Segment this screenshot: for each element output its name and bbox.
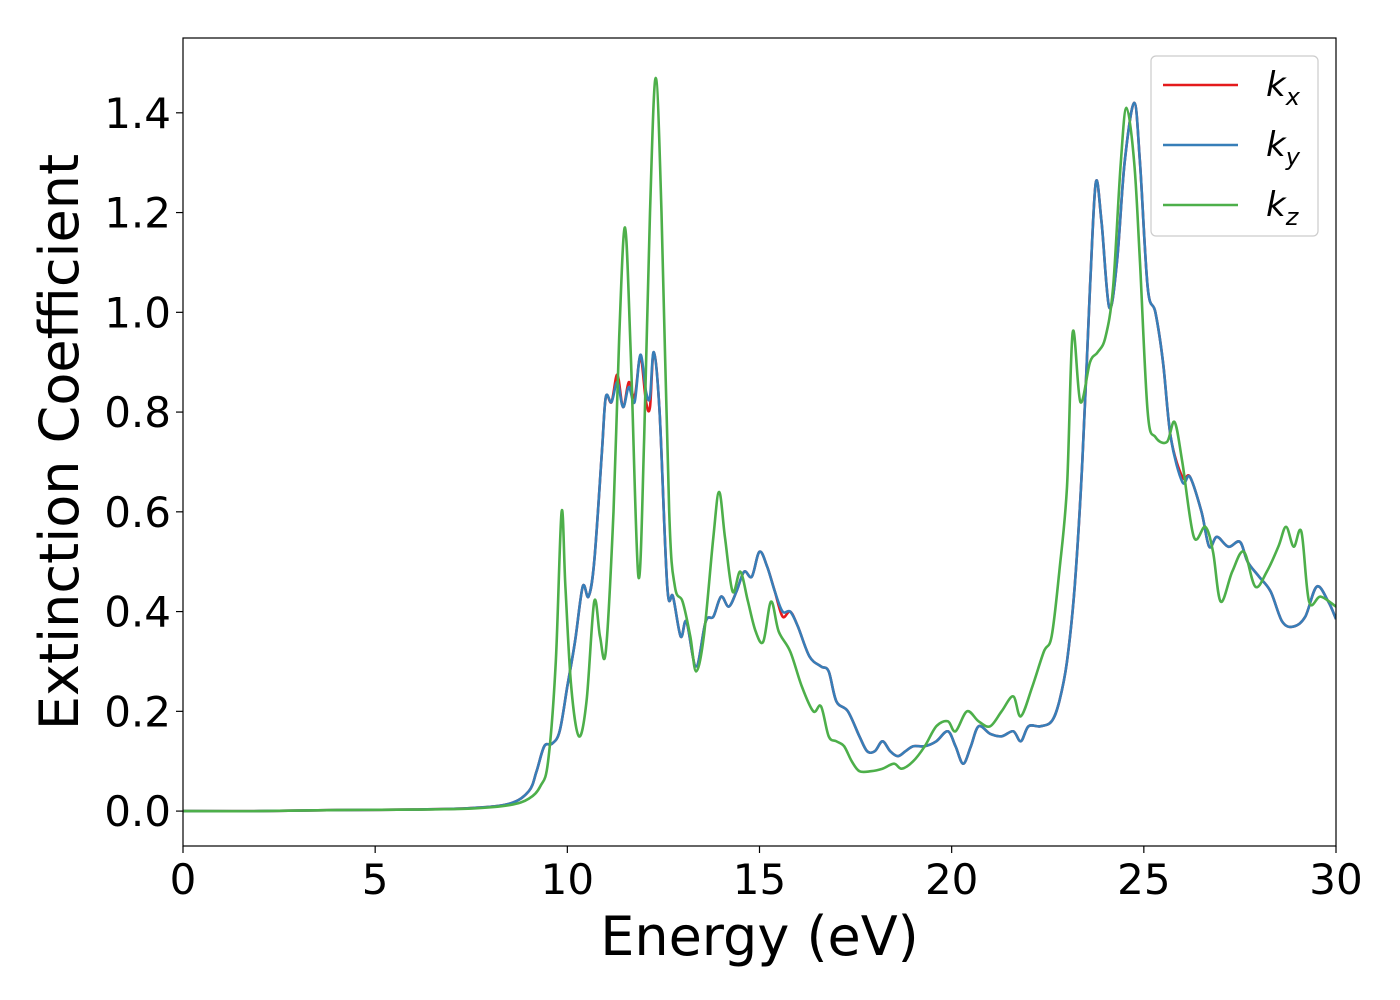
x-tick-label: 0	[170, 855, 197, 904]
x-tick-label: 25	[1117, 855, 1170, 904]
x-tick-label: 5	[362, 855, 389, 904]
legend-label: ky	[1266, 125, 1301, 171]
legend-label: kx	[1266, 65, 1301, 111]
y-axis-ticks: 0.0 0.2 0.4 0.6 0.8 1.0 1.2 1.4	[104, 89, 183, 836]
x-tick-label: 15	[733, 855, 786, 904]
y-tick-label: 0.4	[104, 588, 171, 637]
y-tick-label: 1.0	[104, 288, 171, 337]
x-axis-label: Energy (eV)	[600, 905, 919, 968]
y-tick-label: 0.0	[104, 787, 171, 836]
x-tick-label: 10	[541, 855, 594, 904]
legend-label: kz	[1266, 185, 1300, 231]
series-line-k-z	[183, 76, 1336, 813]
y-tick-label: 0.8	[104, 388, 171, 437]
x-axis-ticks: 0 5 10 15 20 25 30	[170, 846, 1363, 904]
y-tick-label: 1.2	[104, 189, 171, 238]
series-line-k-y	[183, 101, 1336, 813]
y-tick-label: 0.2	[104, 687, 171, 736]
x-tick-label: 20	[925, 855, 978, 904]
legend: kx ky kz	[1150, 55, 1319, 237]
series-lines	[183, 76, 1336, 813]
x-tick-label: 30	[1309, 855, 1362, 904]
y-tick-label: 1.4	[104, 89, 171, 138]
y-axis-label: Extinction Coefficient	[28, 154, 91, 730]
y-tick-label: 0.6	[104, 488, 171, 537]
